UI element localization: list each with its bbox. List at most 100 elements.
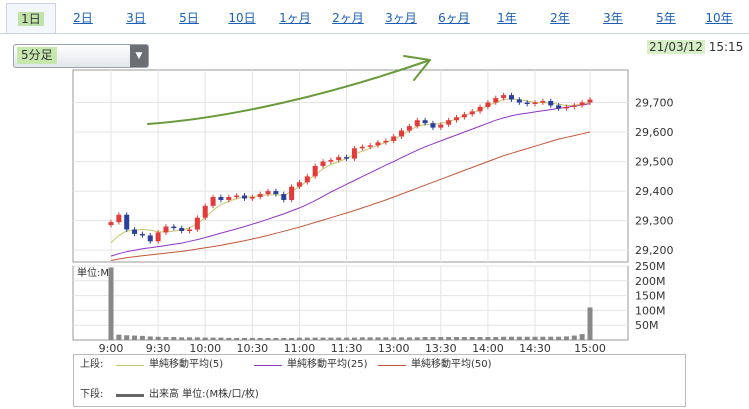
candle-body (399, 130, 405, 137)
volume-tick-label: 150M (635, 290, 666, 303)
tab-6[interactable]: 2ヶ月 (325, 7, 371, 29)
time-tick-label: 11:30 (331, 342, 363, 355)
tab-label: 2年 (550, 11, 570, 25)
tab-label: 3年 (603, 11, 623, 25)
interval-select[interactable]: 5分足 ▼ (13, 44, 149, 68)
time-tick-label: 13:00 (378, 342, 410, 355)
price-tick-label: 29,700 (635, 96, 674, 109)
candle-body (249, 197, 255, 199)
tab-7[interactable]: 3ヶ月 (378, 7, 424, 29)
time-tick-label: 15:00 (574, 342, 606, 355)
volume-bar (344, 337, 350, 340)
volume-bar (281, 337, 287, 340)
tab-12[interactable]: 5年 (643, 7, 689, 29)
timestamp-time: 15:15 (708, 40, 744, 54)
volume-bar (241, 337, 247, 340)
candle-body (469, 111, 475, 115)
candle-body (147, 235, 153, 242)
volume-bar (265, 337, 271, 340)
candle-body (257, 194, 263, 198)
tab-2[interactable]: 3日 (113, 7, 159, 29)
candle-body (556, 105, 562, 109)
time-tick-label: 14:00 (472, 342, 504, 355)
volume-bar (155, 336, 161, 340)
tab-10[interactable]: 2年 (537, 7, 583, 29)
volume-bar (563, 336, 569, 340)
legend-volume-label: 出来高 単位:(M株/口/枚) (149, 389, 259, 400)
volume-bar (548, 336, 554, 340)
tab-4[interactable]: 10日 (219, 7, 265, 29)
tab-label: 1年 (497, 11, 517, 25)
volume-tick-label: 200M (635, 275, 666, 288)
volume-bar (571, 335, 577, 340)
tab-1[interactable]: 2日 (60, 7, 106, 29)
chevron-down-icon[interactable]: ▼ (130, 45, 148, 67)
candle-body (422, 120, 428, 124)
candle-body (446, 120, 452, 125)
tab-label: 5年 (656, 11, 676, 25)
chart-legend: 上段: 単純移動平均(5) 単純移動平均(25) 単純移動平均(50) 下段: … (73, 354, 686, 407)
candle-body (548, 101, 554, 106)
tab-5[interactable]: 1ヶ月 (272, 7, 318, 29)
volume-tick-label: 50M (635, 319, 659, 332)
candle-body (124, 214, 130, 230)
time-tick-label: 11:00 (284, 342, 316, 355)
candle-body (312, 166, 318, 177)
tab-8[interactable]: 6ヶ月 (431, 7, 477, 29)
volume-bar (501, 336, 507, 340)
volume-bar (234, 337, 240, 340)
tab-label: 2日 (73, 11, 93, 25)
tab-label: 3日 (126, 11, 146, 25)
candle-body (563, 106, 569, 109)
tab-13[interactable]: 10年 (696, 7, 742, 29)
volume-bar (430, 337, 436, 340)
candle-body (241, 195, 247, 199)
time-tick-label: 10:30 (236, 342, 268, 355)
candle-body (532, 102, 538, 104)
volume-bar (218, 337, 224, 340)
candle-body (430, 123, 436, 128)
tab-0[interactable]: 1日 (6, 3, 56, 34)
candle-body (454, 117, 460, 121)
tab-3[interactable]: 5日 (166, 7, 212, 29)
candle-body (273, 191, 279, 195)
time-tick-label: 13:30 (425, 342, 457, 355)
volume-bar (587, 307, 593, 340)
time-tick-label: 14:30 (519, 342, 551, 355)
ma25-line (110, 103, 591, 257)
timestamp-date: 21/03/12 (647, 40, 705, 54)
candle-body (438, 124, 444, 128)
volume-bar (108, 267, 114, 340)
candle-body (187, 229, 193, 232)
volume-bar (556, 336, 562, 340)
volume-bar (406, 337, 412, 340)
volume-bar (226, 337, 232, 340)
volume-bar (524, 336, 530, 340)
legend-ma25-swatch (254, 365, 282, 366)
candle-body (501, 95, 507, 99)
tab-divider (0, 33, 749, 34)
volume-unit-label: 単位:M (77, 266, 109, 279)
volume-bar (210, 337, 216, 340)
tab-9[interactable]: 1年 (484, 7, 530, 29)
tab-label: 2ヶ月 (332, 11, 364, 25)
candle-body (351, 148, 357, 159)
tab-label: 6ヶ月 (438, 11, 470, 25)
candle-body (265, 191, 271, 195)
candle-body (493, 98, 499, 103)
volume-bar (532, 336, 538, 340)
volume-bar (163, 337, 169, 340)
volume-bar (257, 337, 263, 340)
candle-body (163, 226, 169, 233)
price-tick-label: 29,600 (635, 126, 674, 139)
volume-bar (477, 337, 483, 340)
volume-bar (579, 334, 585, 340)
volume-bar (320, 337, 326, 340)
volume-bar (383, 337, 389, 340)
tab-11[interactable]: 3年 (590, 7, 636, 29)
volume-bar (422, 337, 428, 340)
tab-label: 10年 (705, 11, 733, 25)
volume-bar (367, 337, 373, 340)
candle-body (367, 145, 373, 147)
